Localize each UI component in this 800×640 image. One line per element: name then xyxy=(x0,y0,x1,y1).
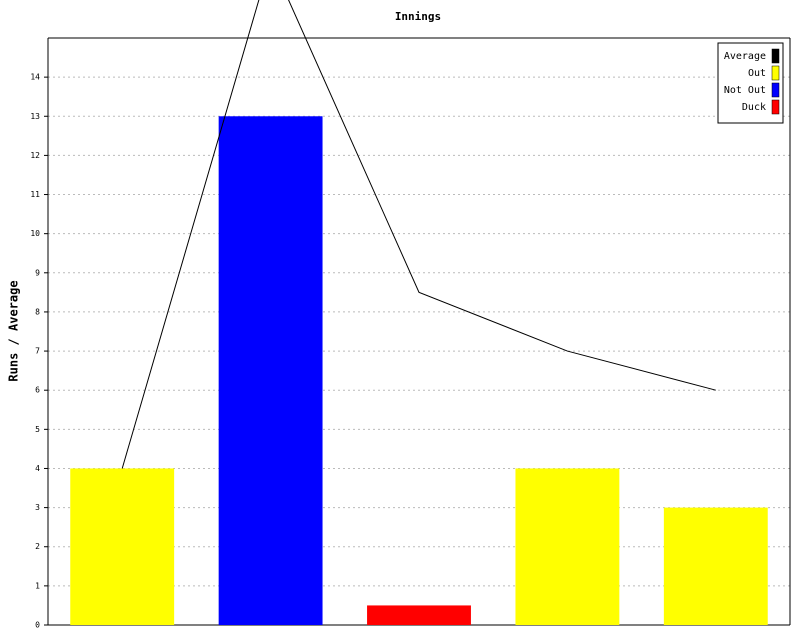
y-tick-label: 7 xyxy=(35,347,40,356)
y-tick-label: 9 xyxy=(35,268,40,277)
y-tick-label: 8 xyxy=(35,307,40,316)
y-tick-label: 13 xyxy=(30,112,40,121)
chart-title: Innings xyxy=(395,10,441,23)
bar xyxy=(367,605,471,625)
y-axis-title: Runs / Average xyxy=(7,280,21,381)
legend-label: Duck xyxy=(742,102,766,113)
y-tick-label: 12 xyxy=(30,151,40,160)
y-tick-label: 5 xyxy=(35,425,40,434)
y-tick-label: 2 xyxy=(35,542,40,551)
legend-swatch xyxy=(771,65,780,81)
legend-label: Average xyxy=(724,51,766,62)
legend-label: Out xyxy=(748,68,766,79)
y-tick-label: 10 xyxy=(30,229,40,238)
bar xyxy=(218,116,323,626)
y-tick-label: 3 xyxy=(35,503,40,512)
legend-label: Not Out xyxy=(724,85,766,96)
y-tick-label: 0 xyxy=(35,621,40,630)
legend-swatch xyxy=(771,82,780,98)
y-tick-label: 11 xyxy=(30,190,40,199)
y-tick-label: 14 xyxy=(30,73,40,82)
average-line xyxy=(121,0,716,469)
bar xyxy=(515,468,620,625)
legend-swatch xyxy=(771,99,780,115)
y-tick-label: 4 xyxy=(35,464,40,473)
bar xyxy=(70,468,175,625)
y-tick-label: 6 xyxy=(35,386,40,395)
bar xyxy=(663,507,768,625)
y-tick-label: 1 xyxy=(35,581,40,590)
legend-swatch xyxy=(771,48,780,64)
